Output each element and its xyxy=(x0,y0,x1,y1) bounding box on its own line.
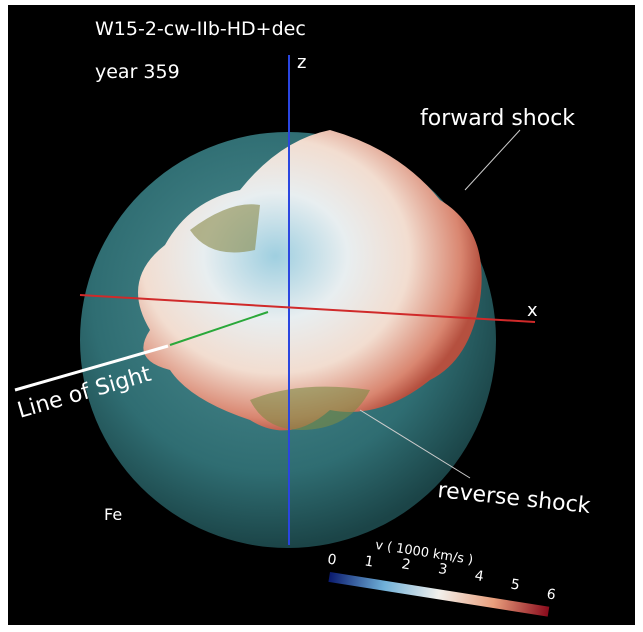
axis-label: x xyxy=(527,300,538,321)
subtitle: year 359 xyxy=(95,61,180,83)
axis-label: z xyxy=(297,52,306,73)
annotation: Fe xyxy=(104,505,122,524)
scene: W15-2-cw-IIb-HD+dec year 359 z x forward… xyxy=(0,0,643,632)
title: W15-2-cw-IIb-HD+dec xyxy=(95,18,306,40)
annotation: forward shock xyxy=(420,106,575,131)
